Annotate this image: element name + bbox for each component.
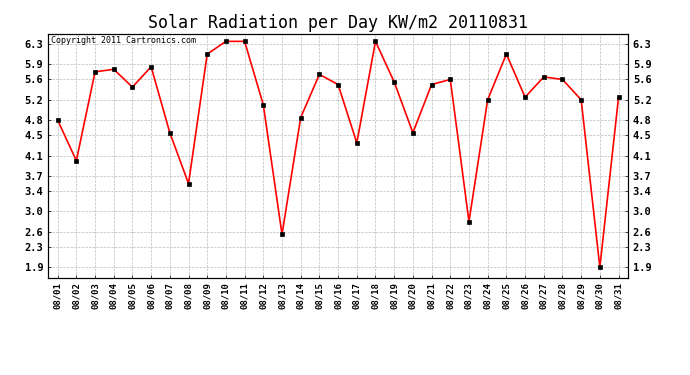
Title: Solar Radiation per Day KW/m2 20110831: Solar Radiation per Day KW/m2 20110831	[148, 14, 528, 32]
Text: Copyright 2011 Cartronics.com: Copyright 2011 Cartronics.com	[51, 36, 196, 45]
